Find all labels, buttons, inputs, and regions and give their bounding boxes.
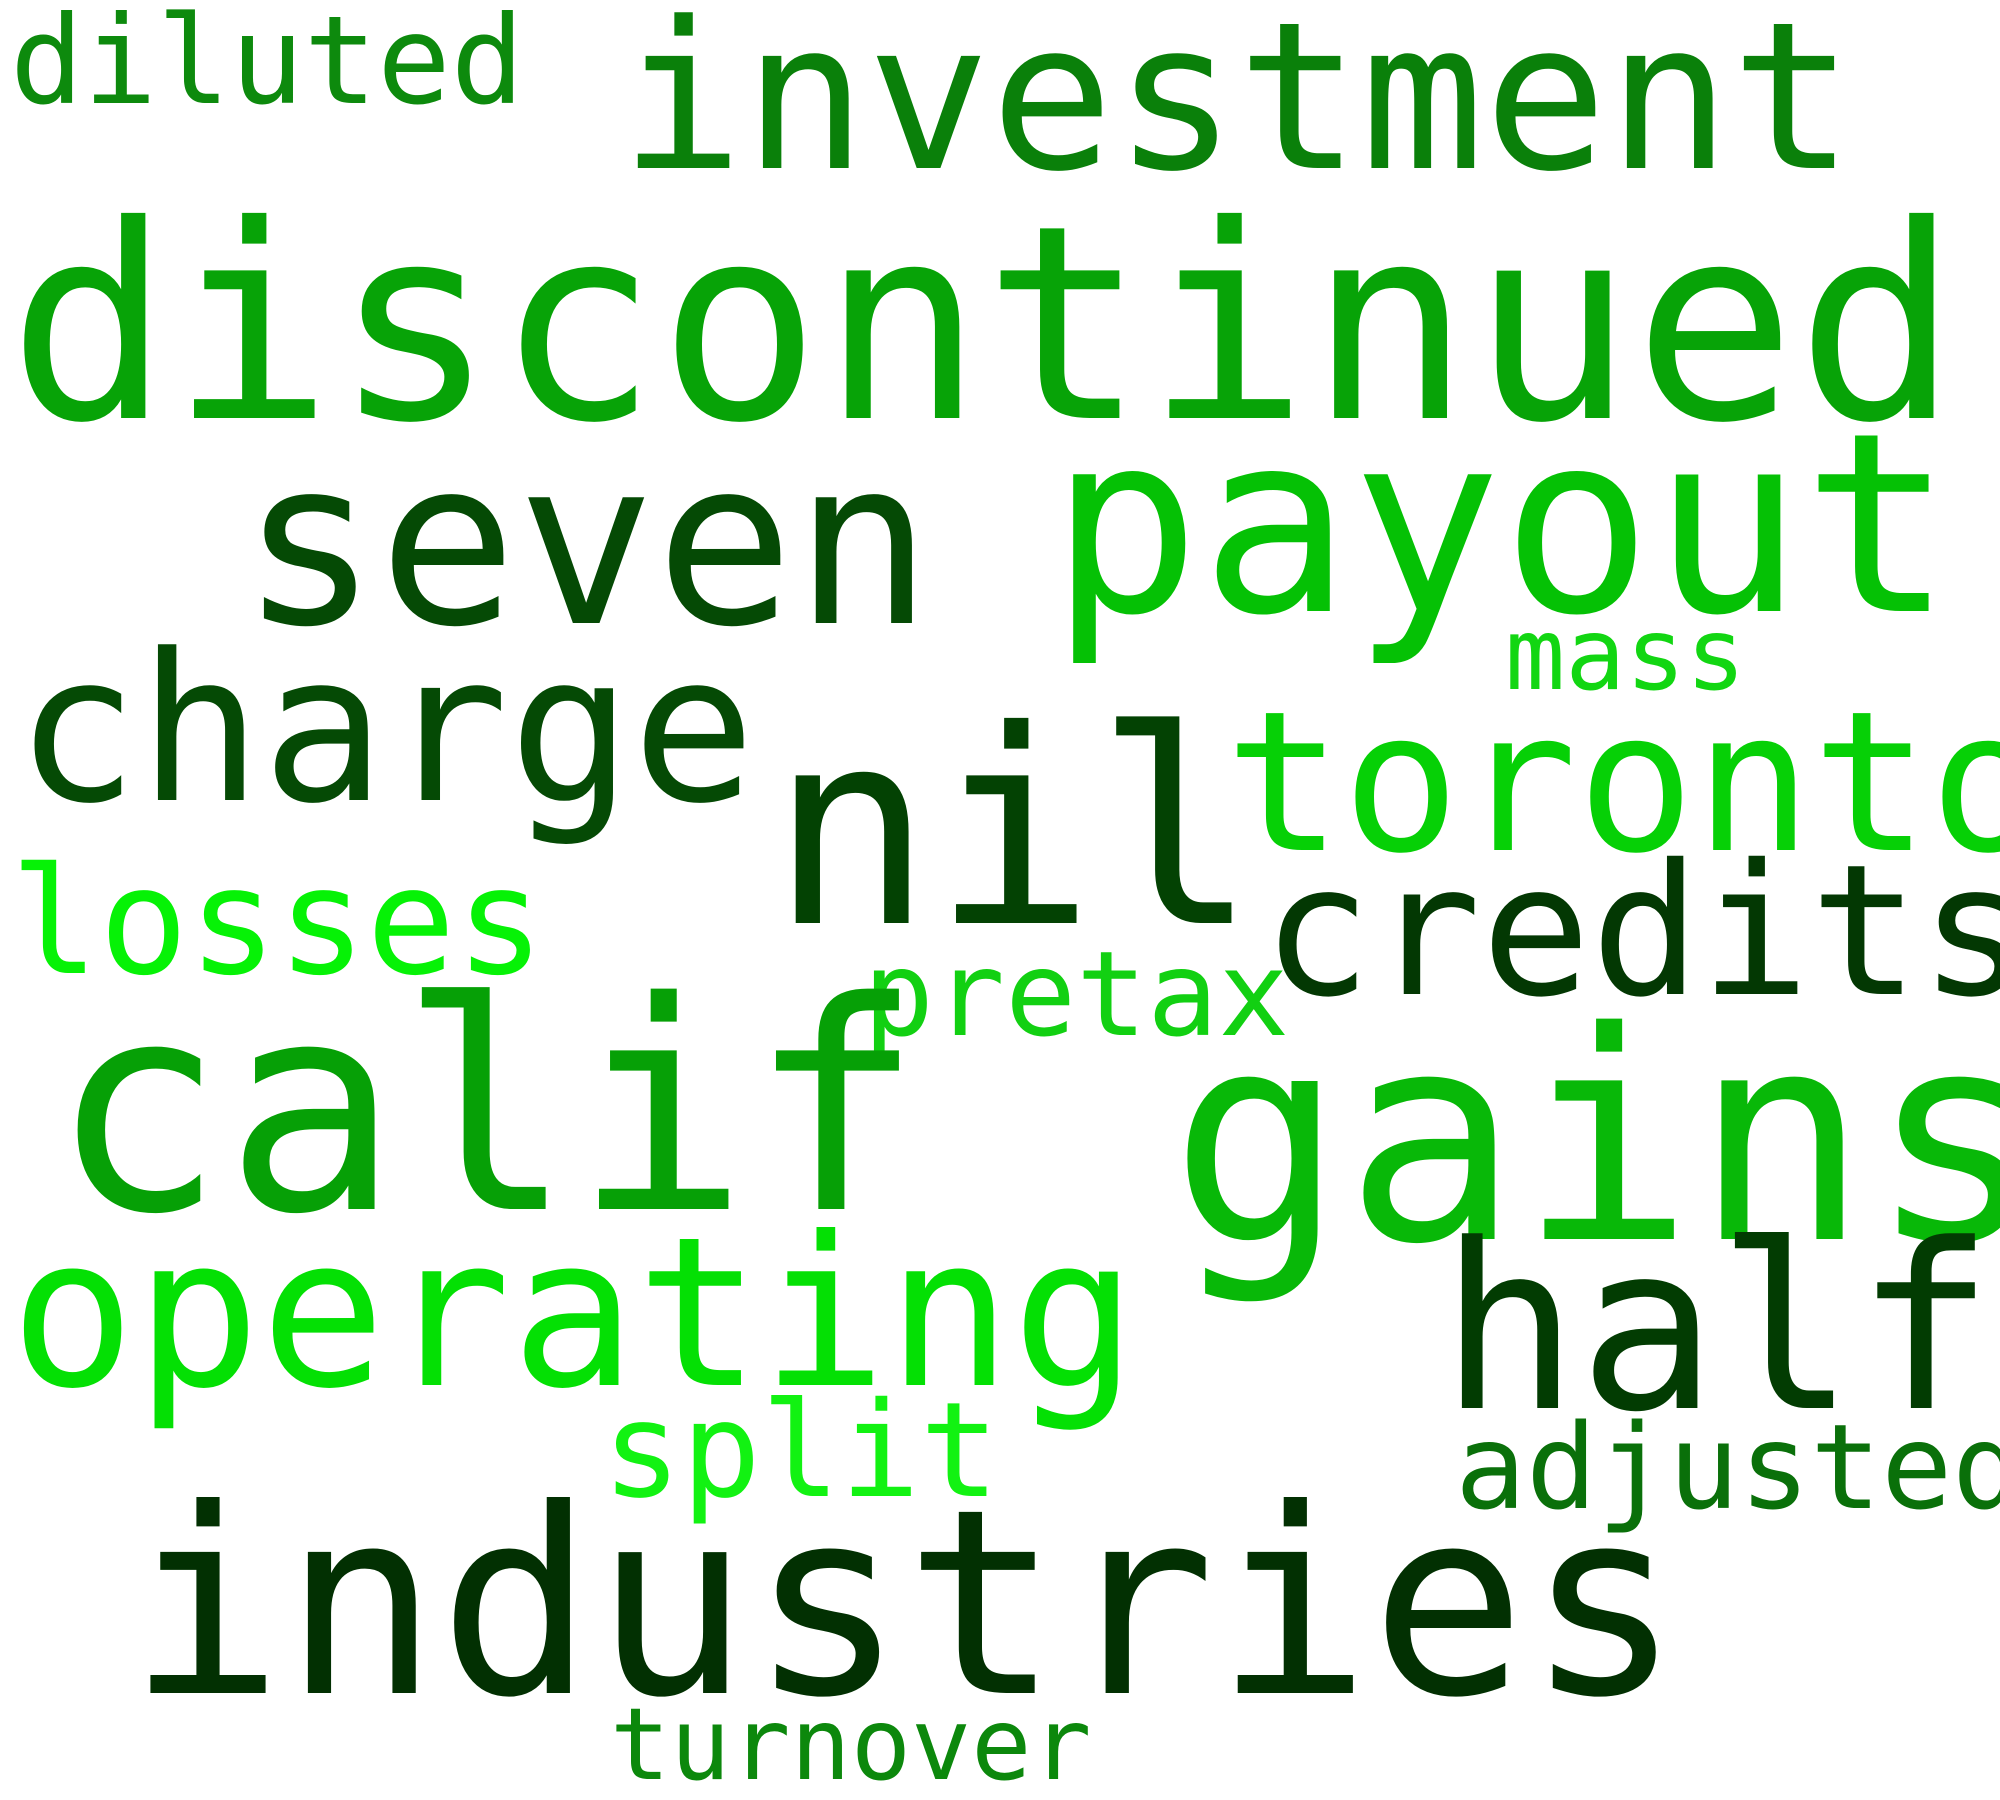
word-split: split (602, 1374, 1000, 1528)
word-operating: operating (10, 1193, 1138, 1435)
word-nil: nil (770, 672, 1258, 987)
word-credits: credits (1262, 825, 2000, 1037)
word-diluted: diluted (10, 0, 525, 132)
word-payout: payout (1050, 379, 1954, 670)
word-industries: industries (128, 1454, 1682, 1754)
word-seven: seven (240, 411, 933, 678)
word-gains: gains (1170, 971, 2000, 1308)
word-pretax: pretax (863, 925, 1290, 1063)
word-half: half (1440, 1196, 1994, 1463)
word-discontinued: discontinued (8, 167, 1959, 482)
word-toronto: toronto (1225, 669, 2000, 896)
word-losses: losses (10, 836, 545, 1008)
word-adjusted: adjusted (1455, 1398, 2000, 1536)
word-investment: investment (620, 0, 1855, 217)
word-turnover: turnover (610, 1686, 1092, 1800)
word-calif: calif (50, 941, 923, 1278)
word-charge: charge (15, 611, 756, 849)
word-mass: mass (1505, 596, 1746, 713)
